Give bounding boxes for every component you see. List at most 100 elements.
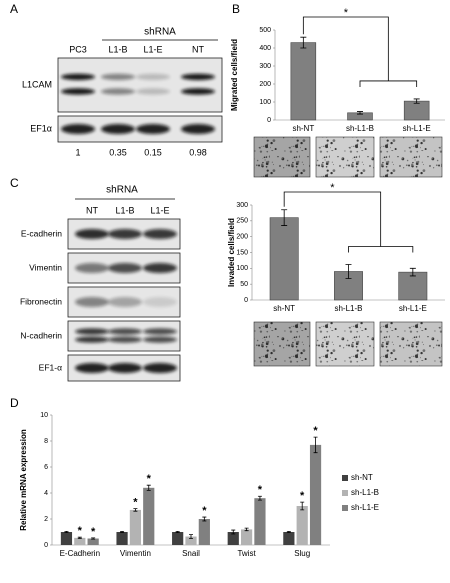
y-tick-label: 2 (44, 516, 48, 523)
blot-band (143, 229, 177, 239)
error-bar (77, 536, 82, 539)
significance: * (202, 505, 207, 517)
group-label: shRNA (144, 27, 176, 38)
x-tick-label: Vimentin (120, 549, 151, 558)
blot-band (108, 336, 142, 343)
bar (129, 509, 142, 545)
blot-band (75, 363, 109, 373)
blot-band (61, 88, 95, 95)
micrograph (253, 136, 311, 178)
y-tick-label: 0 (244, 297, 248, 304)
group-label: shRNA (106, 185, 138, 196)
y-tick-label: 200 (259, 81, 271, 88)
x-tick-label: sh-NT (292, 124, 314, 133)
blot-band (75, 328, 109, 335)
significance: * (330, 182, 335, 194)
quantification: 0.15 (144, 147, 162, 157)
y-axis-label: Relative mRNA expression (19, 429, 28, 531)
y-tick-label: 50 (240, 281, 248, 288)
error-bar (91, 537, 96, 540)
bar (283, 532, 295, 545)
blot-band (108, 363, 142, 373)
row-label: Fibronectin (20, 296, 62, 306)
error-bar (175, 530, 180, 534)
significance: * (313, 425, 318, 437)
y-tick-label: 10 (40, 412, 48, 419)
bar (254, 498, 266, 545)
bar (269, 217, 299, 301)
error-bar (146, 484, 151, 491)
micrograph-shade (380, 322, 442, 366)
error-bar (202, 516, 207, 522)
significance: * (133, 497, 138, 509)
y-tick-label: 250 (236, 218, 248, 225)
blot-band (75, 229, 109, 239)
error-bar (257, 495, 262, 501)
bar (227, 532, 239, 545)
micrograph-shade (254, 322, 310, 366)
error-bar (413, 98, 420, 104)
legend-label: sh-NT (351, 473, 373, 482)
blot-band (181, 88, 215, 95)
bar (74, 537, 86, 545)
lane-label: PC3 (69, 44, 87, 54)
legend-swatch (342, 490, 348, 496)
x-tick-label: sh-L1-B (334, 304, 362, 313)
lane-label: L1-B (115, 205, 134, 215)
blot-band (143, 328, 177, 335)
y-tick-label: 0 (267, 117, 271, 124)
error-bar (281, 209, 288, 226)
blot-band (136, 124, 170, 134)
blot-band (101, 73, 135, 81)
quantification: 0.35 (109, 147, 127, 157)
error-bar (286, 530, 291, 534)
y-tick-label: 200 (236, 234, 248, 241)
x-tick-label: sh-L1-B (346, 124, 374, 133)
blot-band (143, 263, 177, 273)
x-tick-label: E-Cadherin (60, 549, 100, 558)
bar (116, 532, 128, 545)
x-tick-label: Slug (294, 549, 310, 558)
significance: * (78, 525, 83, 537)
blot-band (75, 336, 109, 343)
quantification: 1 (75, 147, 80, 157)
bar (60, 532, 73, 545)
y-tick-label: 4 (44, 490, 48, 497)
y-tick-label: 300 (259, 63, 271, 70)
blot-band (108, 297, 142, 307)
bracket (283, 191, 414, 253)
significance: * (91, 526, 96, 538)
significance: * (258, 484, 263, 496)
error-bar (300, 501, 305, 511)
y-tick-label: 100 (259, 99, 271, 106)
row-label: E-cadherin (21, 228, 62, 238)
error-bar (345, 264, 352, 279)
bar (309, 444, 322, 545)
legend-swatch (342, 505, 348, 511)
bar (290, 42, 317, 121)
lane-label: L1-B (108, 44, 127, 54)
row-label: N-cadherin (20, 330, 62, 340)
blot-band (108, 229, 142, 239)
x-tick-label: Twist (237, 549, 256, 558)
bar (185, 536, 197, 545)
error-bar (231, 529, 236, 535)
y-tick-label: 6 (44, 464, 48, 471)
y-tick-label: 0 (44, 542, 48, 549)
blot-band (101, 88, 135, 95)
x-tick-label: sh-L1-E (403, 124, 431, 133)
micrograph (315, 321, 375, 367)
y-tick-label: 100 (236, 265, 248, 272)
quantification: 0.98 (189, 147, 207, 157)
error-bar (313, 436, 318, 454)
x-tick-label: sh-L1-E (399, 304, 427, 313)
x-tick-label: Snail (182, 549, 200, 558)
x-tick-label: sh-NT (273, 304, 295, 313)
significance: * (147, 473, 152, 485)
blot-band (143, 336, 177, 343)
panel-label: B (232, 2, 240, 16)
micrograph-shade (254, 137, 310, 177)
blot-band (143, 363, 177, 373)
bar (143, 487, 155, 545)
